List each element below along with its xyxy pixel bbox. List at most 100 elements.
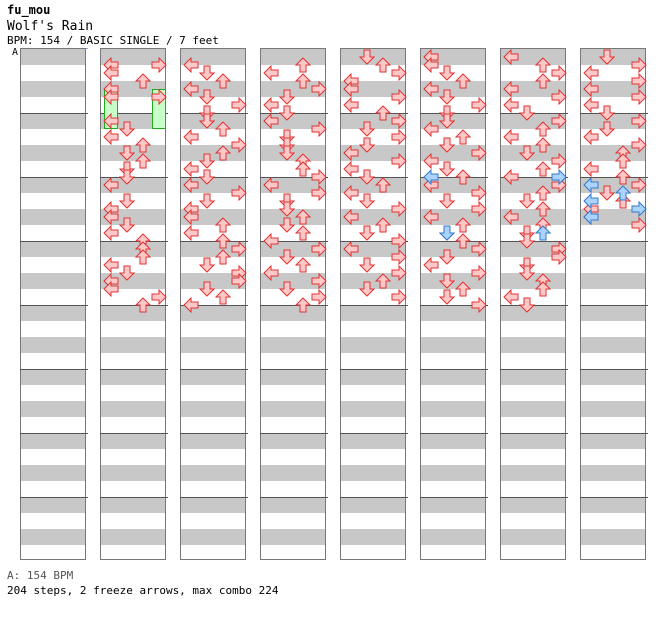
- tap-arrow-down: [359, 281, 375, 297]
- tap-arrow-up: [535, 57, 551, 73]
- tap-arrow-right: [391, 65, 407, 81]
- measure-line: [20, 177, 88, 178]
- measure-line: [420, 433, 488, 434]
- tap-arrow-down: [359, 225, 375, 241]
- tap-arrow-left: [423, 81, 439, 97]
- tap-arrow-down: [199, 169, 215, 185]
- tap-arrow-left: [503, 289, 519, 305]
- measure-line: [340, 497, 408, 498]
- measure-line: [500, 497, 568, 498]
- tap-arrow-right: [631, 217, 647, 233]
- tap-arrow-up: [135, 153, 151, 169]
- tap-arrow-left: [263, 65, 279, 81]
- tap-arrow-down: [279, 249, 295, 265]
- measure-line: [420, 305, 488, 306]
- tap-arrow-right: [391, 201, 407, 217]
- measure-line: [180, 241, 248, 242]
- measure-line: [500, 369, 568, 370]
- tap-arrow-left: [103, 89, 119, 105]
- measure-line: [100, 433, 168, 434]
- measure-line: [500, 177, 568, 178]
- tap-arrow-up: [135, 297, 151, 313]
- tap-arrow-left: [183, 129, 199, 145]
- tap-arrow-left: [343, 97, 359, 113]
- tap-arrow-down: [119, 217, 135, 233]
- tap-arrow-down: [119, 145, 135, 161]
- tap-arrow-right: [471, 241, 487, 257]
- measure-line: [420, 241, 488, 242]
- chart-column: [100, 48, 168, 560]
- tap-arrow-right: [471, 297, 487, 313]
- tap-arrow-up: [535, 73, 551, 89]
- measure-line: [580, 241, 648, 242]
- tap-arrow-up: [295, 57, 311, 73]
- tap-arrow-left: [343, 161, 359, 177]
- tap-arrow-up: [215, 233, 231, 249]
- tap-arrow-up: [375, 217, 391, 233]
- tap-arrow-left: [583, 65, 599, 81]
- tap-arrow-down: [199, 257, 215, 273]
- tap-arrow-down: [359, 193, 375, 209]
- measure-line: [580, 497, 648, 498]
- tap-arrow-up: [455, 217, 471, 233]
- tap-arrow-down: [359, 49, 375, 65]
- tap-arrow-left: [503, 49, 519, 65]
- tap-arrow-down: [279, 217, 295, 233]
- tap-arrow-left: [423, 209, 439, 225]
- tap-arrow-down: [599, 121, 615, 137]
- tap-arrow-down: [519, 297, 535, 313]
- tap-arrow-up: [455, 129, 471, 145]
- tap-arrow-down: [119, 169, 135, 185]
- tap-arrow-right: [551, 89, 567, 105]
- measure-line: [180, 369, 248, 370]
- tap-arrow-down: [279, 281, 295, 297]
- measure-line: [180, 497, 248, 498]
- chart-column: [20, 48, 88, 560]
- tap-arrow-up: [535, 201, 551, 217]
- tap-arrow-down: [119, 121, 135, 137]
- tap-arrow-right: [631, 57, 647, 73]
- measure-line: [180, 305, 248, 306]
- tap-arrow-up: [615, 169, 631, 185]
- tap-arrow-left: [103, 129, 119, 145]
- tap-arrow-right: [231, 273, 247, 289]
- tap-arrow-up: [295, 161, 311, 177]
- tap-arrow-left: [103, 257, 119, 273]
- tap-arrow-left: [263, 97, 279, 113]
- tap-arrow-left: [423, 121, 439, 137]
- chart-info: BPM: 154 / BASIC SINGLE / 7 feet: [7, 34, 219, 47]
- tap-arrow-right: [151, 89, 167, 105]
- shock-arrow-right: [631, 201, 647, 217]
- tap-arrow-left: [583, 129, 599, 145]
- tap-arrow-right: [151, 57, 167, 73]
- shock-arrow-up: [615, 185, 631, 201]
- shock-arrow-left: [423, 169, 439, 185]
- chart-column: [500, 48, 568, 560]
- tap-arrow-right: [551, 65, 567, 81]
- tap-arrow-left: [183, 161, 199, 177]
- shock-arrow-right: [551, 169, 567, 185]
- tap-arrow-down: [439, 89, 455, 105]
- measure-line: [340, 241, 408, 242]
- tap-arrow-down: [279, 89, 295, 105]
- tap-arrow-right: [311, 273, 327, 289]
- tap-arrow-right: [311, 169, 327, 185]
- tap-arrow-up: [215, 249, 231, 265]
- shock-arrow-left: [583, 177, 599, 193]
- tap-arrow-right: [631, 177, 647, 193]
- tap-arrow-left: [423, 57, 439, 73]
- song-title: Wolf's Rain: [7, 19, 94, 34]
- tap-arrow-down: [439, 137, 455, 153]
- tap-arrow-down: [279, 201, 295, 217]
- tap-arrow-up: [615, 153, 631, 169]
- chart-column: [340, 48, 408, 560]
- tap-arrow-left: [503, 97, 519, 113]
- tap-arrow-up: [215, 145, 231, 161]
- tap-arrow-right: [311, 185, 327, 201]
- tap-arrow-up: [375, 177, 391, 193]
- measure-line: [340, 369, 408, 370]
- measure-line: [20, 433, 88, 434]
- tap-arrow-up: [375, 105, 391, 121]
- measure-line: [100, 497, 168, 498]
- tap-arrow-right: [151, 289, 167, 305]
